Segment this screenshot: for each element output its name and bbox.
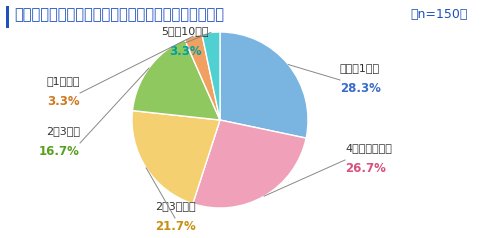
- Text: 28.3%: 28.3%: [340, 82, 381, 95]
- Wedge shape: [220, 32, 308, 138]
- Wedge shape: [193, 120, 306, 208]
- Text: 4ヶ月〜半年前: 4ヶ月〜半年前: [345, 143, 392, 153]
- Text: 3.3%: 3.3%: [47, 95, 80, 108]
- Text: 半年〜1年前: 半年〜1年前: [340, 63, 380, 73]
- Text: 2〜3ヶ月前: 2〜3ヶ月前: [155, 201, 195, 211]
- Text: 26.7%: 26.7%: [345, 162, 386, 175]
- Text: 3.3%: 3.3%: [168, 45, 201, 58]
- Text: 16.7%: 16.7%: [39, 145, 80, 158]
- Text: （n=150）: （n=150）: [410, 9, 467, 21]
- FancyBboxPatch shape: [6, 6, 9, 28]
- Wedge shape: [184, 34, 220, 120]
- Wedge shape: [133, 40, 220, 120]
- Text: 2〜3年前: 2〜3年前: [46, 126, 80, 136]
- Wedge shape: [132, 111, 220, 204]
- Text: 21.7%: 21.7%: [155, 220, 195, 233]
- Wedge shape: [202, 32, 220, 120]
- Text: 5年〜10年前: 5年〜10年前: [161, 26, 209, 36]
- Text: 法人化を考え始めたのは法人登記どれくらい前から？: 法人化を考え始めたのは法人登記どれくらい前から？: [14, 8, 224, 23]
- Text: 〜1ヶ月前: 〜1ヶ月前: [47, 76, 80, 86]
